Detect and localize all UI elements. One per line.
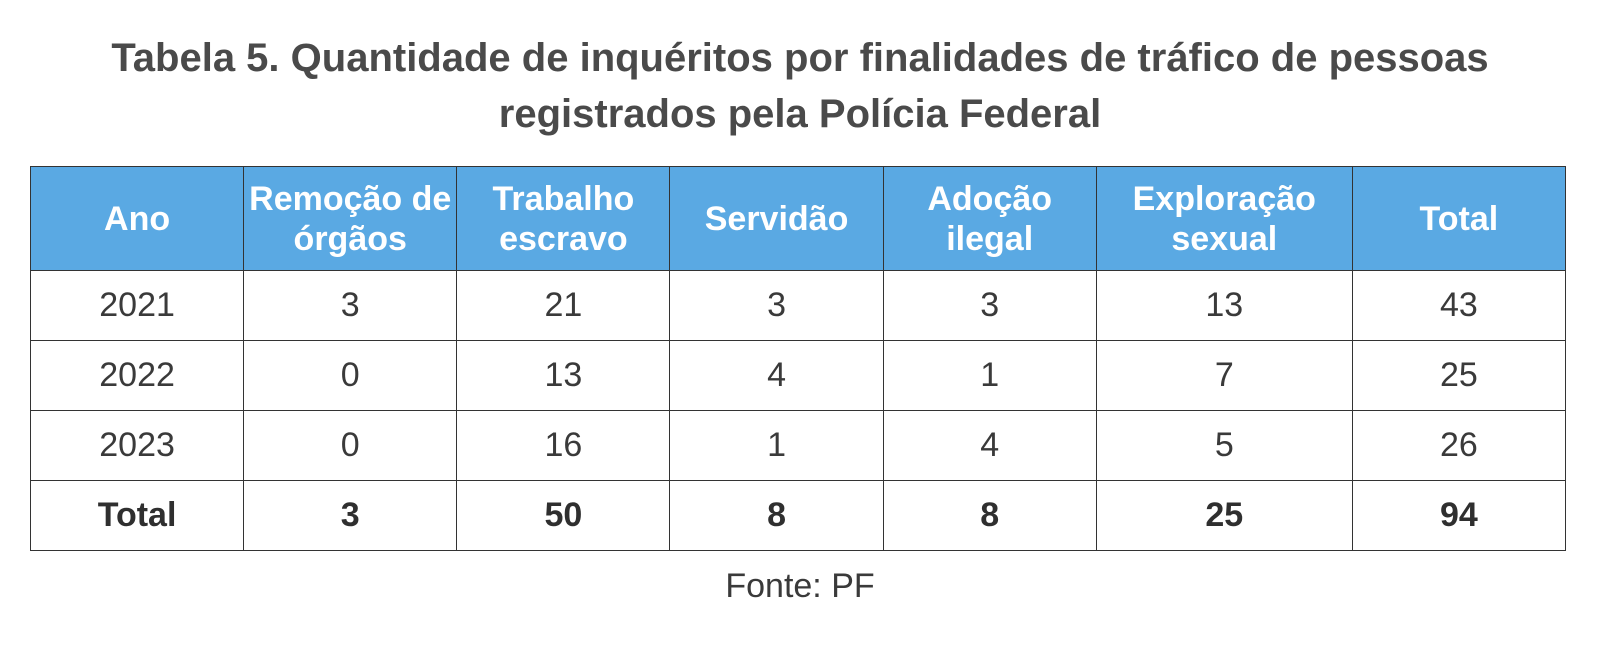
- cell-exploracao-sexual: 5: [1095, 410, 1353, 481]
- cell-remocao-de-orgaos: 3: [243, 270, 458, 341]
- total-row: Total 3 50 8 8 25 94: [29, 480, 1567, 551]
- header-exploracao-sexual: Exploração sexual: [1095, 166, 1353, 271]
- table-row: 2021 3 21 3 3 13 43: [29, 270, 1567, 341]
- cell-trabalho-escravo: 16: [456, 410, 671, 481]
- header-adocao-ilegal: Adoção ilegal: [882, 166, 1097, 271]
- cell-remocao-de-orgaos: 0: [243, 340, 458, 411]
- table-title-line-2: registrados pela Polícia Federal: [498, 92, 1102, 136]
- cell-year: 2023: [29, 410, 245, 481]
- cell-remocao-de-orgaos: 0: [243, 410, 458, 481]
- total-servidao: 8: [669, 480, 884, 551]
- cell-total: 25: [1351, 340, 1567, 411]
- table-title: Tabela 5. Quantidade de inquéritos por f…: [0, 30, 1600, 142]
- cell-year: 2021: [29, 270, 245, 341]
- table-row: 2022 0 13 4 1 7 25: [29, 340, 1567, 411]
- cell-trabalho-escravo: 13: [456, 340, 671, 411]
- total-grand-total: 94: [1351, 480, 1567, 551]
- cell-exploracao-sexual: 13: [1095, 270, 1353, 341]
- source-note: Fonte: PF: [725, 567, 875, 605]
- header-trabalho-escravo: Trabalho escravo: [456, 166, 671, 271]
- cell-servidao: 4: [669, 340, 884, 411]
- cell-servidao: 3: [669, 270, 884, 341]
- data-table: Ano Remoção de órgãos Trabalho escravo S…: [29, 166, 1567, 551]
- cell-servidao: 1: [669, 410, 884, 481]
- cell-exploracao-sexual: 7: [1095, 340, 1353, 411]
- cell-total: 43: [1351, 270, 1567, 341]
- header-servidao: Servidão: [669, 166, 884, 271]
- table-title-line-1: Tabela 5. Quantidade de inquéritos por f…: [111, 36, 1489, 80]
- cell-adocao-ilegal: 4: [882, 410, 1097, 481]
- cell-total: 26: [1351, 410, 1567, 481]
- header-remocao-de-orgaos: Remoção de órgãos: [243, 166, 458, 271]
- total-remocao-de-orgaos: 3: [243, 480, 458, 551]
- cell-adocao-ilegal: 3: [882, 270, 1097, 341]
- header-row: Ano Remoção de órgãos Trabalho escravo S…: [29, 166, 1567, 271]
- cell-trabalho-escravo: 21: [456, 270, 671, 341]
- total-label: Total: [29, 480, 245, 551]
- header-total: Total: [1351, 166, 1567, 271]
- cell-year: 2022: [29, 340, 245, 411]
- total-trabalho-escravo: 50: [456, 480, 671, 551]
- total-exploracao-sexual: 25: [1095, 480, 1353, 551]
- total-adocao-ilegal: 8: [882, 480, 1097, 551]
- cell-adocao-ilegal: 1: [882, 340, 1097, 411]
- table-row: 2023 0 16 1 4 5 26: [29, 410, 1567, 481]
- header-ano: Ano: [29, 166, 245, 271]
